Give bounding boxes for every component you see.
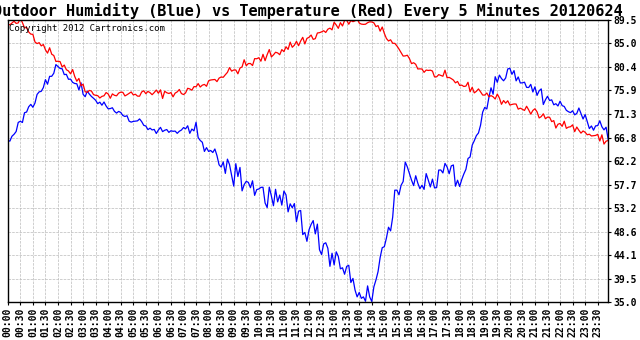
Text: Copyright 2012 Cartronics.com: Copyright 2012 Cartronics.com	[9, 24, 165, 33]
Title: Outdoor Humidity (Blue) vs Temperature (Red) Every 5 Minutes 20120624: Outdoor Humidity (Blue) vs Temperature (…	[0, 3, 623, 19]
